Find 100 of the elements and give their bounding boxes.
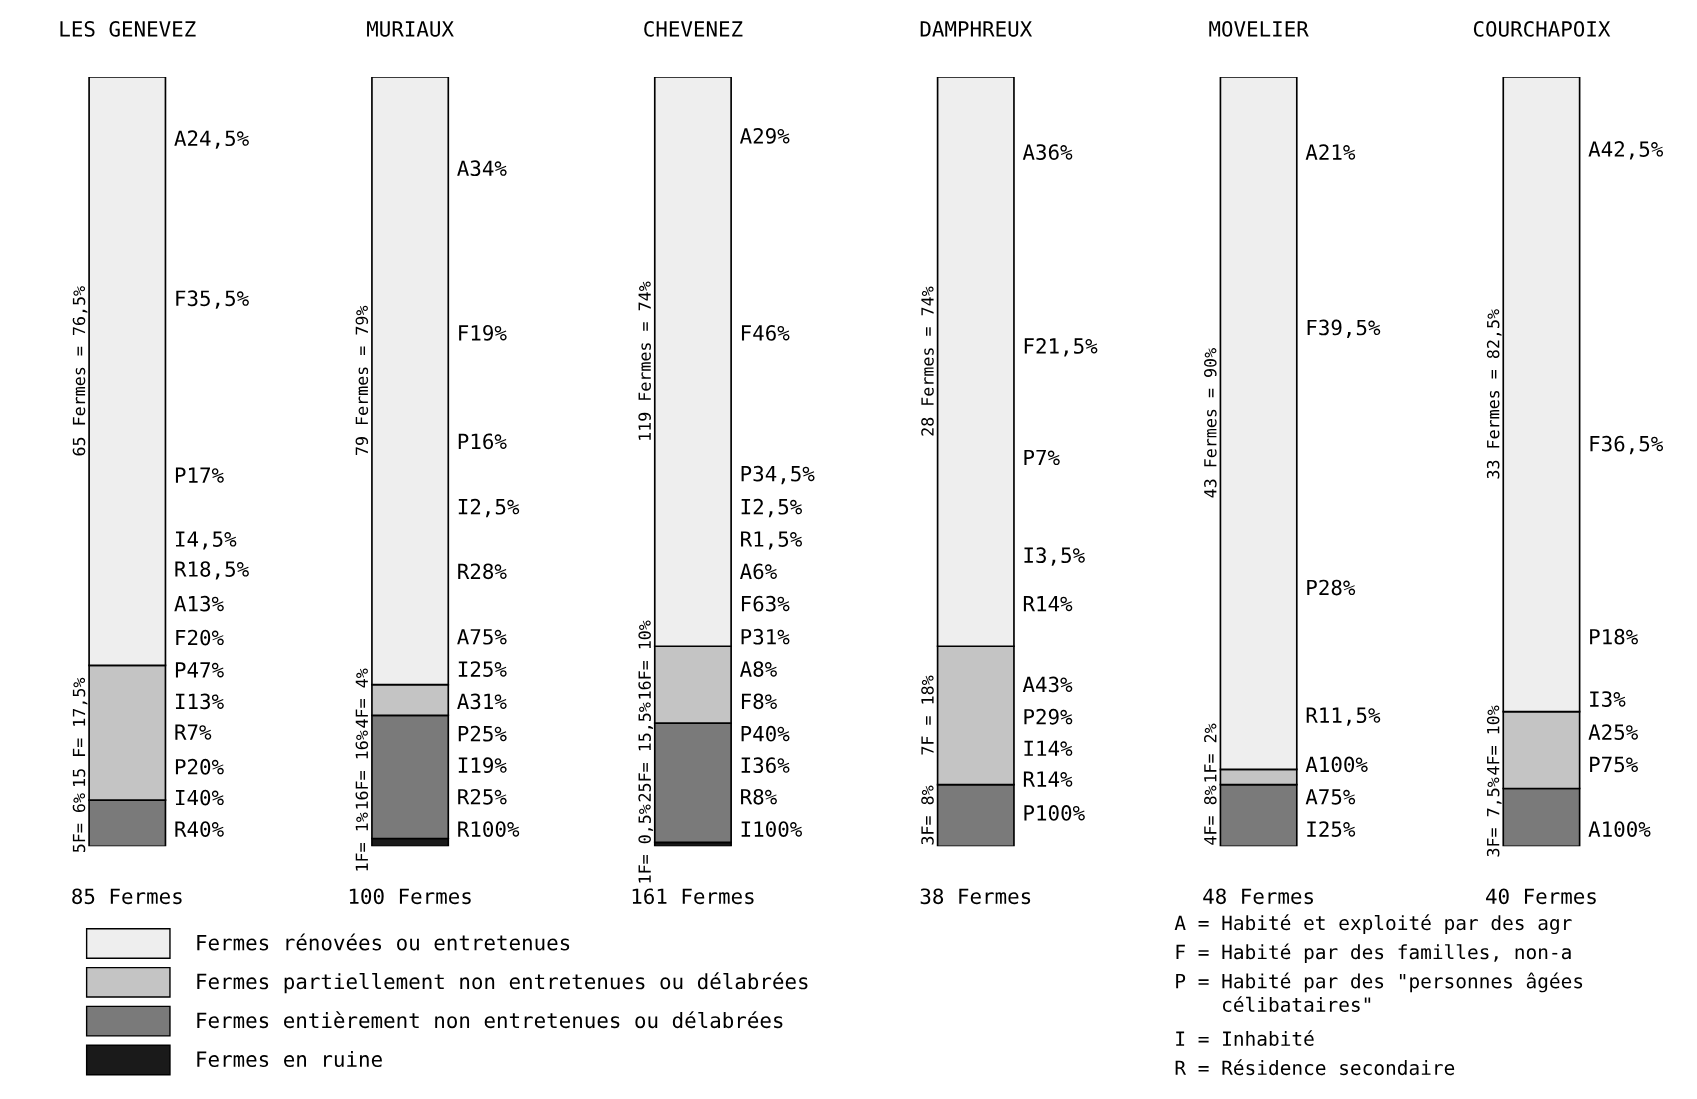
annotation: F36,5% [1590, 435, 1664, 455]
annotation: F63% [741, 595, 790, 612]
annotation: R7% [175, 724, 212, 740]
annotation: R8% [741, 788, 777, 805]
annotation: A36% [1022, 144, 1073, 160]
annotation: 161 Fermes [632, 888, 754, 905]
data-label: 1F= 2% [1204, 723, 1217, 782]
text: F = Habité par des familles, non-a [1176, 943, 1571, 964]
annotation: A34% [457, 160, 507, 177]
x-tick-label: CHEVENEZ [644, 21, 743, 37]
annotation: P17% [175, 467, 224, 483]
data-label: 119 Fermes = 74% [638, 281, 651, 440]
annotation: A42,5% [1588, 141, 1664, 160]
annotation: R28% [458, 563, 507, 580]
annotation: F21,5% [1024, 338, 1098, 357]
annotation: P75% [1590, 756, 1638, 773]
annotation: R25% [458, 788, 507, 805]
annotation: R14% [1023, 771, 1073, 787]
data-label: 1F= 1% [355, 812, 368, 871]
data-label: 7F = 18% [921, 675, 934, 755]
data-label: 65 Fermes = 76,5% [72, 286, 88, 456]
annotation: P28% [1307, 579, 1356, 596]
data-label: 15 F= 17,5% [72, 677, 88, 786]
annotation: P31% [741, 628, 790, 645]
data-label: 4F= 8% [1204, 785, 1217, 845]
x-tick-label: LES GENEVEZ [60, 21, 196, 37]
data-label: 43 Fermes = 90% [1204, 348, 1217, 498]
annotation: F8% [741, 693, 777, 710]
annotation: I14% [1024, 740, 1073, 756]
data-label: 79 Fermes = 79% [355, 305, 369, 455]
annotation: F19% [459, 324, 507, 341]
text: I = Inhabité [1176, 1030, 1314, 1047]
data-label: 28 Fermes = 74% [921, 286, 934, 436]
annotation: P7% [1024, 449, 1060, 466]
data-label: 16F= 10% [638, 620, 651, 699]
annotation: P29% [1024, 708, 1073, 725]
annotation: R1,5% [741, 531, 802, 550]
data-label: 33 Fermes = 82,5% [1486, 309, 1502, 479]
annotation: R14% [1023, 596, 1073, 612]
annotation: F39,5% [1307, 319, 1381, 338]
annotation: I2,5% [458, 498, 520, 518]
annotation: P25% [458, 725, 507, 742]
annotation: I3% [1590, 691, 1626, 707]
annotation: F35,5% [176, 290, 249, 309]
annotation: A100% [1588, 821, 1651, 837]
annotation: 38 Fermes [920, 888, 1031, 905]
x-tick-label: MOVELIER [1209, 21, 1309, 37]
annotation: A100% [1305, 756, 1368, 773]
annotation: I4,5% [175, 531, 237, 550]
annotation: A21% [1305, 144, 1356, 160]
annotation: A6% [739, 563, 777, 580]
annotation: A24,5% [174, 130, 249, 149]
annotation: I40% [175, 789, 224, 806]
annotation: P40% [741, 725, 790, 742]
annotation: R100% [458, 821, 520, 837]
text: R = Résidence secondaire [1175, 1059, 1455, 1076]
annotation: I3,5% [1024, 547, 1085, 566]
annotation: I25% [458, 661, 507, 677]
annotation: A25% [1588, 724, 1638, 741]
x-tick-label: COURCHAPOIX [1473, 21, 1611, 37]
annotation: A75% [1305, 789, 1356, 805]
data-label: 3F= 7,5% [1486, 777, 1502, 857]
data-label: 4F= 4% [355, 668, 368, 728]
annotation: I25% [1307, 821, 1356, 837]
legend-label: Fermes en ruine [197, 1050, 382, 1068]
annotation: P20% [175, 758, 224, 775]
data-label: 25F= 15,5% [638, 702, 654, 802]
annotation: I2,5% [741, 498, 802, 518]
legend-label: Fermes partiellement non entretenues ou délabrées [197, 972, 808, 994]
annotation: I100% [741, 821, 802, 837]
data-label: 3F= 8% [921, 785, 934, 845]
text: P = Habité par des "personnes âgées célibataires" [1176, 972, 1583, 1012]
annotation: P16% [458, 433, 507, 450]
annotation: R11,5% [1306, 707, 1381, 726]
annotation: P18% [1590, 628, 1638, 645]
x-tick-label: MURIAUX [367, 21, 454, 37]
annotation: I13% [175, 693, 224, 710]
text: A = Habité et exploité par des agr [1174, 914, 1572, 935]
annotation: 48 Fermes [1203, 888, 1313, 905]
annotation: A8% [739, 661, 777, 677]
annotation: A43% [1022, 676, 1073, 693]
data-label: 1F= 0,5% [638, 804, 654, 883]
legend-label: Fermes entièrement non entretenues ou délabrées [197, 1011, 783, 1029]
annotation: F20% [176, 629, 224, 646]
annotation: I19% [458, 757, 507, 774]
annotation: P47% [175, 662, 224, 678]
annotation: F46% [741, 324, 790, 341]
annotation: A29% [739, 128, 790, 144]
annotation: P34,5% [741, 465, 815, 485]
annotation: R18,5% [175, 561, 249, 580]
annotation: A75% [457, 629, 507, 645]
annotation: I36% [741, 757, 790, 774]
annotation: 40 Fermes [1486, 888, 1596, 905]
x-tick-label: DAMPHREUX [920, 21, 1033, 37]
annotation: 100 Fermes [349, 888, 471, 905]
data-label: 16F= 16% [355, 730, 369, 809]
annotation: P100% [1024, 805, 1085, 821]
annotation: A13% [174, 595, 224, 612]
data-label: 4F= 10% [1486, 705, 1500, 775]
annotation: 85 Fermes [72, 888, 182, 905]
